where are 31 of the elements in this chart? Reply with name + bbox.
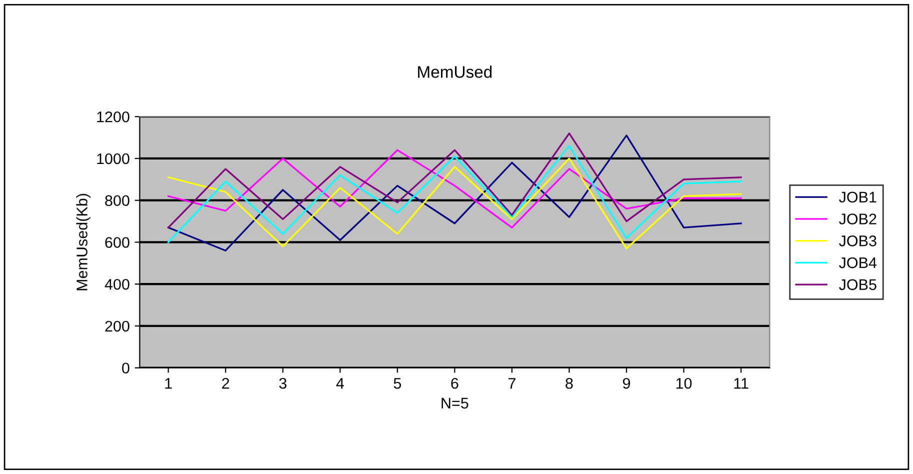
y-tick-label: 200	[105, 320, 130, 332]
legend-label: JOB3	[839, 235, 876, 246]
x-tick-label: 4	[336, 378, 344, 389]
x-tick-label: 2	[222, 378, 230, 389]
legend-label: JOB1	[839, 192, 876, 203]
line-series	[167, 134, 742, 252]
x-tick-label: 11	[734, 378, 748, 389]
y-tick-label: 400	[104, 278, 130, 290]
y-tick-label: 1200	[97, 111, 130, 122]
y-tick-label: 0	[122, 362, 130, 374]
legend-label: JOB4	[839, 257, 877, 268]
y-tick-label: 1000	[97, 153, 130, 164]
line-series	[167, 145, 742, 244]
y-tick-label: 800	[105, 195, 130, 206]
x-tick-label: 3	[279, 378, 286, 389]
x-tick-label: 8	[566, 378, 573, 389]
y-tick-label: 600	[105, 237, 130, 248]
x-tick-label: 5	[394, 378, 402, 389]
x-tick-label: 6	[451, 378, 458, 389]
legend-label: JOB2	[839, 214, 876, 224]
line-series	[167, 132, 742, 228]
x-tick-label: 1	[165, 378, 172, 389]
line-series	[167, 149, 742, 228]
legend-label: JOB5	[839, 279, 876, 290]
x-axis-title: N=5	[442, 398, 468, 409]
x-tick-label: 10	[676, 378, 692, 389]
chart-title: MemUsed	[418, 66, 492, 78]
line-series	[167, 158, 742, 250]
y-axis-title: MemUsed(Kb)	[76, 194, 90, 290]
x-tick-label: 7	[508, 378, 516, 389]
x-tick-label: 9	[622, 378, 630, 389]
